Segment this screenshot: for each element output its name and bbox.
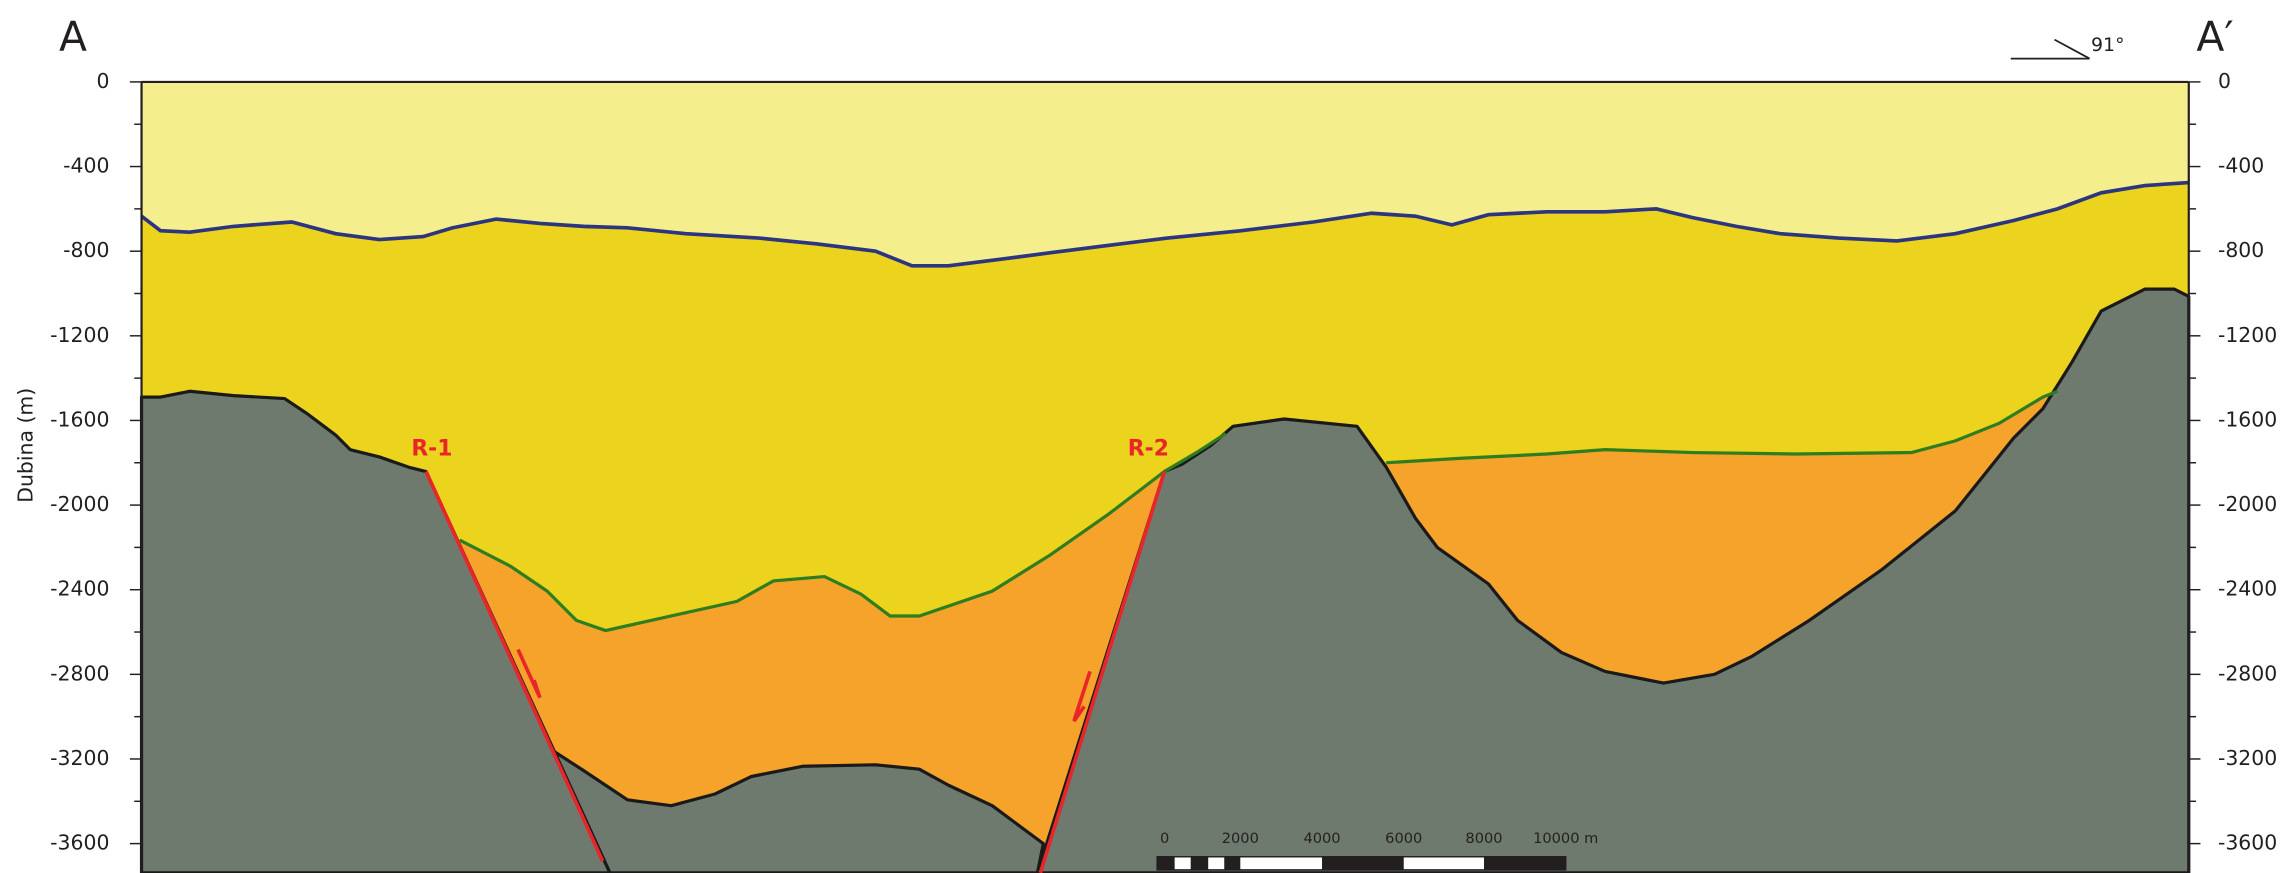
tick-label: -400	[2218, 154, 2264, 178]
basement-right	[1035, 287, 2191, 873]
fault-arrow	[1072, 670, 1092, 723]
dip-symbol	[2054, 38, 2090, 60]
tick-label: -3600	[2218, 831, 2277, 855]
scale-block	[1157, 856, 1175, 870]
fault-label: R-1	[411, 437, 452, 462]
scale-block	[1483, 856, 1566, 870]
fault-line	[424, 470, 605, 862]
scale-block	[1224, 856, 1241, 870]
section-label: A′	[2196, 13, 2233, 61]
tick-label: -1200	[2218, 323, 2277, 347]
horizon-line	[140, 180, 2189, 268]
tick-label: -1600	[2218, 407, 2277, 431]
dip-label: 91°	[2091, 34, 2125, 56]
tick-label: -2400	[2218, 577, 2277, 601]
tick-label: 0	[96, 69, 109, 93]
horizon-line	[458, 432, 1227, 633]
section-label: A	[59, 13, 87, 61]
tick-label: 0	[2218, 69, 2231, 93]
scale-bar	[1156, 856, 1567, 871]
scale-label: 10000 m	[1533, 830, 1598, 847]
fault-label: R-2	[1128, 437, 1169, 462]
tick-label: -2800	[50, 661, 109, 685]
axis-title: Dubina (m)	[13, 388, 37, 503]
tick-label: -400	[63, 154, 109, 178]
tick-label: -1200	[50, 323, 109, 347]
scale-label: 0	[1160, 830, 1169, 847]
scale-label: 2000	[1222, 830, 1259, 847]
scale-label: 8000	[1465, 830, 1502, 847]
tick-label: -800	[2218, 238, 2264, 262]
tick-label: -3200	[2218, 746, 2277, 770]
tick-label: -800	[63, 238, 109, 262]
tick-label: -3600	[50, 831, 109, 855]
scale-label: 6000	[1385, 830, 1422, 847]
scale-block	[1322, 856, 1404, 870]
tick-label: -2800	[2218, 661, 2277, 685]
tick-label: -3200	[50, 746, 109, 770]
scale-label: 4000	[1303, 830, 1340, 847]
tick-label: -2400	[50, 577, 109, 601]
horizon-line	[1386, 389, 2059, 465]
fault-arrow	[516, 648, 542, 699]
tick-label: -2000	[2218, 492, 2277, 516]
tick-label: -2000	[50, 492, 109, 516]
fault-line	[1038, 470, 1167, 873]
scale-block	[1190, 856, 1209, 870]
tick-label: -1600	[50, 407, 109, 431]
